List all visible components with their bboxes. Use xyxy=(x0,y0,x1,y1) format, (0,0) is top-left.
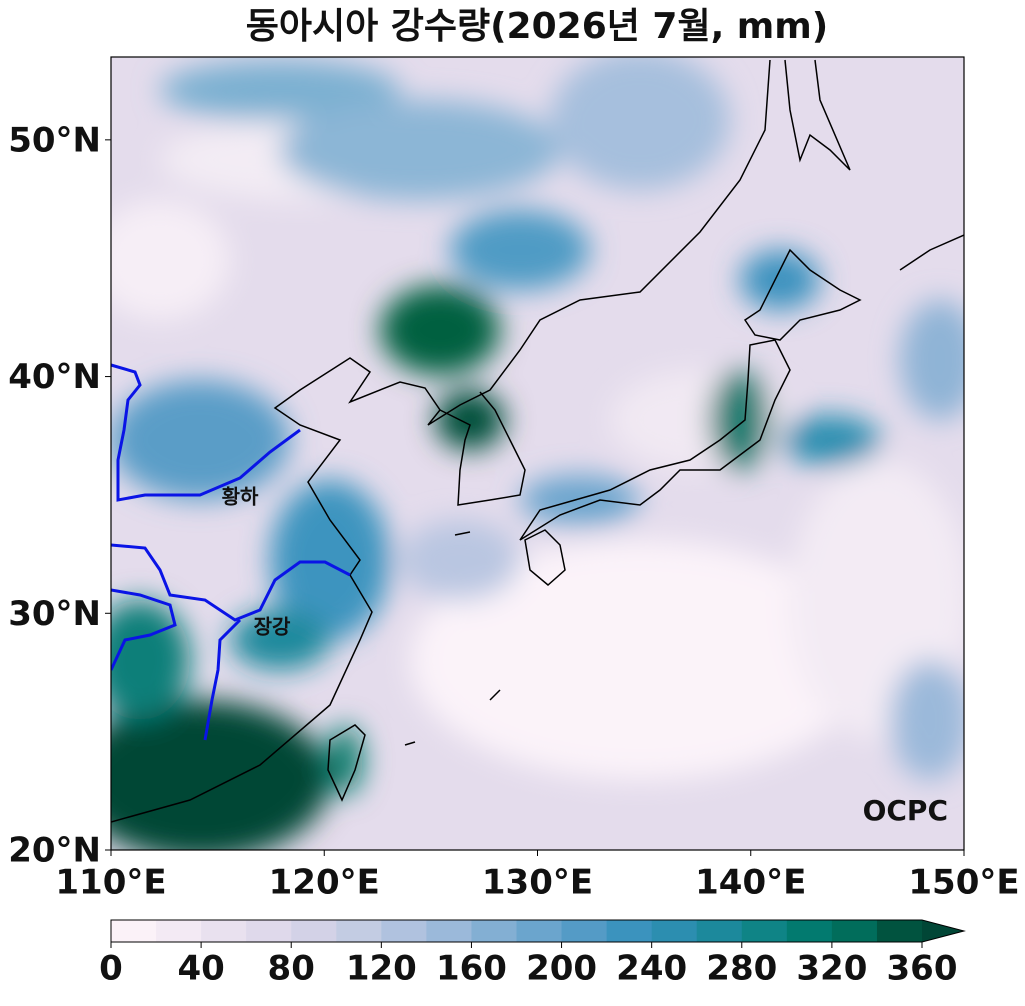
colorbar-tick-label: 120 xyxy=(346,949,417,989)
colorbar-tick-label: 160 xyxy=(436,949,507,989)
colorbar-tick-label: 360 xyxy=(887,949,958,989)
colorbar-segment xyxy=(606,920,653,942)
colorbar-segment xyxy=(471,920,517,942)
colorbar-segment xyxy=(201,920,247,942)
coastline xyxy=(111,59,964,823)
precip-field: 황하 장강 OCPC xyxy=(111,57,964,850)
colorbar-segment xyxy=(246,920,292,942)
y-tick-label: 20°N xyxy=(8,831,101,871)
colorbar-tick-label: 320 xyxy=(796,949,867,989)
y-tick-label: 50°N xyxy=(8,120,101,160)
x-tick-label: 110°E xyxy=(55,863,166,903)
colorbar-segment xyxy=(696,920,743,942)
x-tick-label: 130°E xyxy=(482,863,593,903)
y-tick-label: 40°N xyxy=(8,357,101,397)
colorbar-segment xyxy=(336,920,382,942)
colorbar-segment xyxy=(831,920,878,942)
river xyxy=(111,363,351,741)
colorbar-tick-label: 0 xyxy=(99,949,123,989)
colorbar-segment xyxy=(561,920,608,942)
x-tick-label: 140°E xyxy=(695,863,806,903)
colorbar-segment xyxy=(786,920,833,942)
x-tick-label: 150°E xyxy=(908,863,1019,903)
colorbar-segment xyxy=(651,920,698,942)
colorbar-tick-label: 240 xyxy=(616,949,687,989)
colorbar-segment xyxy=(516,920,563,942)
colorbar-segment xyxy=(291,920,337,942)
colorbar-tick-label: 40 xyxy=(177,949,224,989)
colorbar-segment xyxy=(876,920,923,942)
colorbar-tick-label: 80 xyxy=(268,949,315,989)
river-label: 장강 xyxy=(254,615,291,639)
colorbar-segment xyxy=(741,920,788,942)
x-tick-label: 120°E xyxy=(269,863,380,903)
colorbar-extend xyxy=(922,920,964,942)
colorbar-frame xyxy=(110,919,966,943)
map-title: 동아시아 강수량(2026년 7월, mm) xyxy=(246,6,829,47)
colorbar-tick-label: 200 xyxy=(526,949,597,989)
river-label: 황하 xyxy=(222,485,259,509)
colorbar-tick-label: 280 xyxy=(706,949,777,989)
logo: OCPC xyxy=(863,794,948,827)
colorbar-segment xyxy=(156,920,202,942)
y-tick-label: 30°N xyxy=(8,594,101,634)
colorbar-segment xyxy=(111,920,157,942)
colorbar-segment xyxy=(426,920,472,942)
colorbar-segment xyxy=(381,920,427,942)
